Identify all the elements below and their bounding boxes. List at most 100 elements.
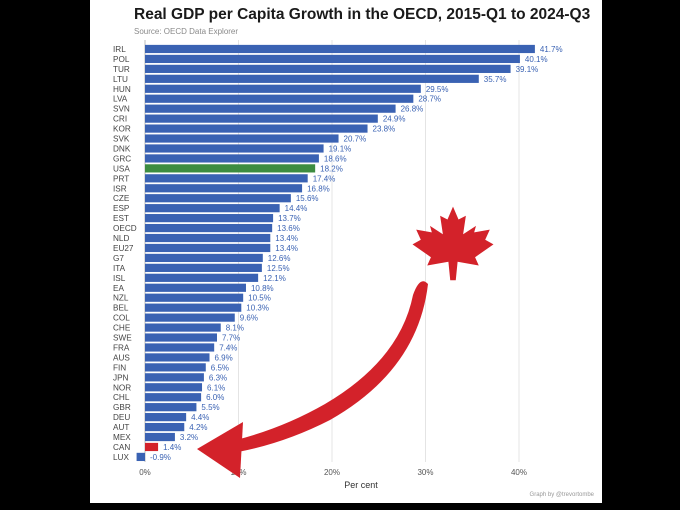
bar-bel (145, 303, 242, 312)
category-label-cri: CRI (113, 115, 127, 124)
value-label-isr: 16.8% (307, 184, 330, 193)
value-label-lux: -0.9% (150, 453, 171, 462)
value-label-nld: 13.4% (275, 234, 298, 243)
category-label-grc: GRC (113, 154, 131, 163)
category-label-lux: LUX (113, 453, 129, 462)
category-label-svn: SVN (113, 105, 130, 114)
value-label-gbr: 5.5% (201, 403, 219, 412)
category-label-lva: LVA (113, 95, 128, 104)
bar-kor (145, 124, 368, 133)
category-label-esp: ESP (113, 204, 130, 213)
value-label-nzl: 10.5% (248, 294, 271, 303)
bar-cri (145, 114, 378, 123)
category-label-fra: FRA (113, 343, 130, 352)
value-label-swe: 7.7% (222, 334, 240, 343)
bar-mex (145, 432, 175, 442)
category-label-swe: SWE (113, 334, 132, 343)
category-label-che: CHE (113, 324, 131, 333)
category-label-irl: IRL (113, 45, 126, 54)
value-label-ita: 12.5% (267, 264, 290, 273)
chart-source: Source: OECD Data Explorer (134, 27, 239, 36)
bar-che (145, 323, 221, 332)
bar-aus (145, 353, 210, 362)
value-label-che: 8.1% (226, 324, 244, 333)
category-label-deu: DEU (113, 413, 130, 422)
x-tick-label: 20% (324, 468, 340, 477)
value-label-svn: 26.8% (401, 105, 424, 114)
bar-nzl (145, 293, 244, 302)
value-label-lva: 28.7% (418, 95, 441, 104)
category-label-bel: BEL (113, 304, 129, 313)
value-label-ea: 10.8% (251, 284, 274, 293)
bar-hun (145, 84, 421, 93)
bar-dnk (145, 144, 324, 153)
value-label-prt: 17.4% (313, 174, 336, 183)
category-label-ita: ITA (113, 264, 126, 273)
x-tick-label: 40% (511, 468, 527, 477)
category-label-aus: AUS (113, 353, 130, 362)
category-label-nzl: NZL (113, 294, 129, 303)
value-label-isl: 12.1% (263, 274, 286, 283)
bar-nld (145, 233, 271, 243)
value-label-esp: 14.4% (285, 204, 308, 213)
bar-cze (145, 194, 291, 203)
value-label-chl: 6.0% (206, 393, 224, 402)
bar-oecd (145, 223, 273, 233)
value-label-aus: 6.9% (215, 353, 233, 362)
value-label-fra: 7.4% (219, 343, 237, 352)
bar-gbr (145, 403, 197, 412)
bar-fra (145, 343, 215, 352)
value-label-grc: 18.6% (324, 154, 347, 163)
bar-jpn (145, 373, 204, 382)
curved-arrow-icon (197, 281, 428, 478)
value-label-oecd: 13.6% (277, 224, 300, 233)
category-label-kor: KOR (113, 125, 131, 134)
value-label-kor: 23.8% (373, 125, 396, 134)
bar-swe (145, 333, 217, 342)
category-label-fin: FIN (113, 363, 126, 372)
x-tick-label: 30% (417, 468, 433, 477)
x-axis-label: Per cent (344, 480, 378, 490)
value-label-pol: 40.1% (525, 55, 548, 64)
bar-grc (145, 154, 319, 163)
value-label-ltu: 35.7% (484, 75, 507, 84)
bar-eu27 (145, 243, 271, 253)
value-label-bel: 10.3% (246, 304, 269, 313)
bar-can (145, 442, 159, 452)
category-label-tur: TUR (113, 65, 130, 74)
value-label-mex: 3.2% (180, 433, 198, 442)
value-label-cri: 24.9% (383, 115, 406, 124)
value-label-eu27: 13.4% (275, 244, 298, 253)
value-label-tur: 39.1% (516, 65, 539, 74)
value-label-col: 9.6% (240, 314, 258, 323)
value-label-dnk: 19.1% (329, 144, 352, 153)
value-label-nor: 6.1% (207, 383, 225, 392)
category-label-oecd: OECD (113, 224, 137, 233)
bar-ita (145, 263, 262, 272)
category-label-ltu: LTU (113, 75, 128, 84)
value-label-can: 1.4% (163, 443, 181, 452)
bar-nor (145, 383, 203, 392)
bar-lux (136, 452, 145, 462)
maple-leaf-icon (412, 206, 494, 281)
bar-svn (145, 104, 396, 113)
category-label-nld: NLD (113, 234, 129, 243)
bar-chl (145, 393, 202, 402)
value-label-cze: 15.6% (296, 194, 319, 203)
category-label-dnk: DNK (113, 144, 131, 153)
category-label-ea: EA (113, 284, 124, 293)
value-label-g7: 12.6% (268, 254, 291, 263)
value-label-aut: 4.2% (189, 423, 207, 432)
value-label-usa: 18.2% (320, 164, 343, 173)
category-label-est: EST (113, 214, 129, 223)
value-label-fin: 6.5% (211, 363, 229, 372)
bar-usa (145, 164, 316, 173)
bar-prt (145, 174, 308, 183)
category-label-isr: ISR (113, 184, 127, 193)
x-tick-label: 0% (139, 468, 151, 477)
value-labels: 41.7%40.1%39.1% 35.7% 29.5%28.7%26.8%24.9%… (150, 45, 563, 462)
category-label-can: CAN (113, 443, 130, 452)
bar-isr (145, 184, 303, 193)
bar-svk (145, 134, 339, 143)
category-label-prt: PRT (113, 174, 129, 183)
